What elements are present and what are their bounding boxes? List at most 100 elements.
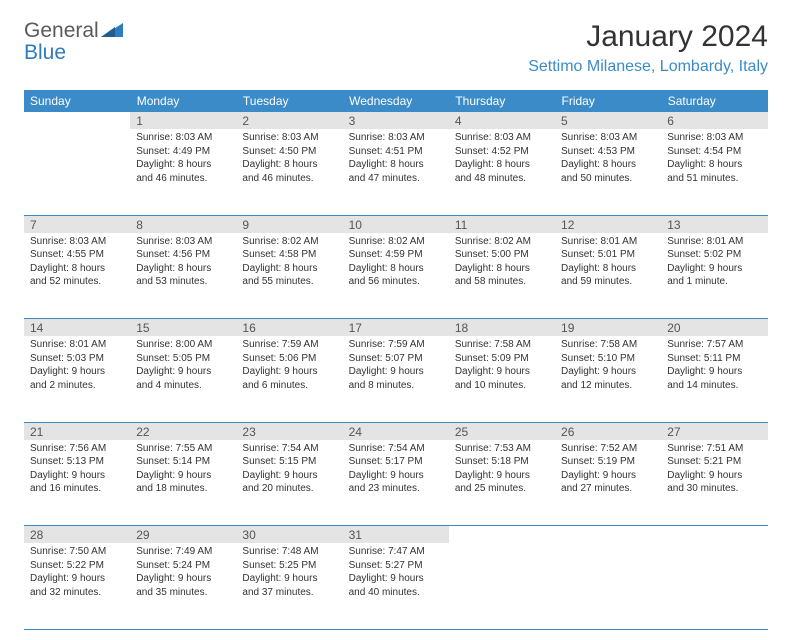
sunset-line: Sunset: 4:58 PM bbox=[242, 248, 336, 262]
day-content-cell: Sunrise: 8:03 AMSunset: 4:50 PMDaylight:… bbox=[236, 129, 342, 215]
day-content-cell: Sunrise: 8:03 AMSunset: 4:54 PMDaylight:… bbox=[661, 129, 767, 215]
daylight-line: Daylight: 9 hours and 32 minutes. bbox=[30, 572, 124, 599]
day-detail: Sunrise: 8:03 AMSunset: 4:50 PMDaylight:… bbox=[236, 129, 342, 191]
day-number: 9 bbox=[236, 216, 342, 233]
weekday-header: Tuesday bbox=[236, 90, 342, 112]
day-detail: Sunrise: 7:54 AMSunset: 5:15 PMDaylight:… bbox=[236, 440, 342, 502]
sunset-line: Sunset: 5:11 PM bbox=[667, 352, 761, 366]
day-content-cell: Sunrise: 7:47 AMSunset: 5:27 PMDaylight:… bbox=[343, 543, 449, 629]
sunrise-line: Sunrise: 7:56 AM bbox=[30, 442, 124, 456]
day-detail: Sunrise: 8:03 AMSunset: 4:56 PMDaylight:… bbox=[130, 233, 236, 295]
sunrise-line: Sunrise: 8:03 AM bbox=[667, 131, 761, 145]
sunset-line: Sunset: 5:10 PM bbox=[561, 352, 655, 366]
weekday-header: Thursday bbox=[449, 90, 555, 112]
day-content-cell bbox=[661, 543, 767, 629]
day-number-cell: 26 bbox=[555, 422, 661, 440]
sunset-line: Sunset: 5:22 PM bbox=[30, 559, 124, 573]
day-number-cell: 15 bbox=[130, 319, 236, 337]
sunset-line: Sunset: 4:55 PM bbox=[30, 248, 124, 262]
daylight-line: Daylight: 9 hours and 30 minutes. bbox=[667, 469, 761, 496]
sunrise-line: Sunrise: 8:03 AM bbox=[561, 131, 655, 145]
day-content-cell: Sunrise: 8:03 AMSunset: 4:56 PMDaylight:… bbox=[130, 233, 236, 319]
day-number: 10 bbox=[343, 216, 449, 233]
day-number-cell: 1 bbox=[130, 112, 236, 129]
day-detail: Sunrise: 8:00 AMSunset: 5:05 PMDaylight:… bbox=[130, 336, 236, 398]
sunrise-line: Sunrise: 8:02 AM bbox=[455, 235, 549, 249]
daylight-line: Daylight: 9 hours and 4 minutes. bbox=[136, 365, 230, 392]
day-detail: Sunrise: 7:54 AMSunset: 5:17 PMDaylight:… bbox=[343, 440, 449, 502]
sunrise-line: Sunrise: 8:01 AM bbox=[30, 338, 124, 352]
day-number-cell: 20 bbox=[661, 319, 767, 337]
sunset-line: Sunset: 4:56 PM bbox=[136, 248, 230, 262]
brand-word-2: Blue bbox=[24, 42, 123, 63]
location: Settimo Milanese, Lombardy, Italy bbox=[528, 58, 768, 76]
sunrise-line: Sunrise: 7:55 AM bbox=[136, 442, 230, 456]
day-detail: Sunrise: 7:58 AMSunset: 5:10 PMDaylight:… bbox=[555, 336, 661, 398]
day-number: 21 bbox=[24, 423, 130, 440]
daylight-line: Daylight: 9 hours and 20 minutes. bbox=[242, 469, 336, 496]
daylight-line: Daylight: 9 hours and 37 minutes. bbox=[242, 572, 336, 599]
day-detail: Sunrise: 8:03 AMSunset: 4:52 PMDaylight:… bbox=[449, 129, 555, 191]
daylight-line: Daylight: 8 hours and 47 minutes. bbox=[349, 158, 443, 185]
day-detail: Sunrise: 7:53 AMSunset: 5:18 PMDaylight:… bbox=[449, 440, 555, 502]
day-number-cell: 10 bbox=[343, 215, 449, 233]
sunrise-line: Sunrise: 8:03 AM bbox=[136, 235, 230, 249]
day-detail: Sunrise: 8:01 AMSunset: 5:03 PMDaylight:… bbox=[24, 336, 130, 398]
sunrise-line: Sunrise: 7:48 AM bbox=[242, 545, 336, 559]
day-content-cell: Sunrise: 7:55 AMSunset: 5:14 PMDaylight:… bbox=[130, 440, 236, 526]
day-content-cell: Sunrise: 7:57 AMSunset: 5:11 PMDaylight:… bbox=[661, 336, 767, 422]
day-detail: Sunrise: 8:03 AMSunset: 4:53 PMDaylight:… bbox=[555, 129, 661, 191]
sunrise-line: Sunrise: 8:00 AM bbox=[136, 338, 230, 352]
sunset-line: Sunset: 5:15 PM bbox=[242, 455, 336, 469]
day-content-cell: Sunrise: 8:02 AMSunset: 4:59 PMDaylight:… bbox=[343, 233, 449, 319]
sunset-line: Sunset: 4:49 PM bbox=[136, 145, 230, 159]
day-detail: Sunrise: 8:02 AMSunset: 5:00 PMDaylight:… bbox=[449, 233, 555, 295]
day-content-cell: Sunrise: 7:52 AMSunset: 5:19 PMDaylight:… bbox=[555, 440, 661, 526]
day-content-cell: Sunrise: 8:01 AMSunset: 5:03 PMDaylight:… bbox=[24, 336, 130, 422]
sunset-line: Sunset: 5:14 PM bbox=[136, 455, 230, 469]
sunset-line: Sunset: 5:05 PM bbox=[136, 352, 230, 366]
day-number: 31 bbox=[343, 526, 449, 543]
day-detail: Sunrise: 7:50 AMSunset: 5:22 PMDaylight:… bbox=[24, 543, 130, 605]
sunrise-line: Sunrise: 7:49 AM bbox=[136, 545, 230, 559]
daylight-line: Daylight: 8 hours and 51 minutes. bbox=[667, 158, 761, 185]
day-number-cell: 21 bbox=[24, 422, 130, 440]
day-content-cell: Sunrise: 7:53 AMSunset: 5:18 PMDaylight:… bbox=[449, 440, 555, 526]
sunset-line: Sunset: 5:03 PM bbox=[30, 352, 124, 366]
day-number-cell: 14 bbox=[24, 319, 130, 337]
brand-word-1: General bbox=[24, 19, 99, 42]
day-detail: Sunrise: 7:48 AMSunset: 5:25 PMDaylight:… bbox=[236, 543, 342, 605]
sunrise-line: Sunrise: 7:50 AM bbox=[30, 545, 124, 559]
day-number-cell: 7 bbox=[24, 215, 130, 233]
day-detail: Sunrise: 7:47 AMSunset: 5:27 PMDaylight:… bbox=[343, 543, 449, 605]
day-number-cell: 12 bbox=[555, 215, 661, 233]
sunrise-line: Sunrise: 8:02 AM bbox=[349, 235, 443, 249]
sunrise-line: Sunrise: 8:02 AM bbox=[242, 235, 336, 249]
daylight-line: Daylight: 9 hours and 12 minutes. bbox=[561, 365, 655, 392]
daylight-line: Daylight: 8 hours and 55 minutes. bbox=[242, 262, 336, 289]
sunrise-line: Sunrise: 7:54 AM bbox=[349, 442, 443, 456]
sunset-line: Sunset: 4:52 PM bbox=[455, 145, 549, 159]
day-number: 26 bbox=[555, 423, 661, 440]
weekday-header: Wednesday bbox=[343, 90, 449, 112]
day-content-cell: Sunrise: 8:03 AMSunset: 4:53 PMDaylight:… bbox=[555, 129, 661, 215]
day-number: 19 bbox=[555, 319, 661, 336]
title-block: January 2024 Settimo Milanese, Lombardy,… bbox=[528, 20, 768, 76]
daylight-line: Daylight: 9 hours and 23 minutes. bbox=[349, 469, 443, 496]
daylight-line: Daylight: 8 hours and 58 minutes. bbox=[455, 262, 549, 289]
day-number-cell: 25 bbox=[449, 422, 555, 440]
day-content-cell: Sunrise: 7:59 AMSunset: 5:06 PMDaylight:… bbox=[236, 336, 342, 422]
day-number: 20 bbox=[661, 319, 767, 336]
day-content-row: Sunrise: 7:56 AMSunset: 5:13 PMDaylight:… bbox=[24, 440, 768, 526]
day-number-cell: 27 bbox=[661, 422, 767, 440]
month-title: January 2024 bbox=[528, 20, 768, 54]
day-content-cell: Sunrise: 7:49 AMSunset: 5:24 PMDaylight:… bbox=[130, 543, 236, 629]
day-number-cell: 5 bbox=[555, 112, 661, 129]
day-number: 3 bbox=[343, 112, 449, 129]
header: General Blue January 2024 Settimo Milane… bbox=[24, 20, 768, 76]
day-number: 7 bbox=[24, 216, 130, 233]
daylight-line: Daylight: 8 hours and 52 minutes. bbox=[30, 262, 124, 289]
day-number: 15 bbox=[130, 319, 236, 336]
daylight-line: Daylight: 9 hours and 18 minutes. bbox=[136, 469, 230, 496]
day-content-cell: Sunrise: 7:58 AMSunset: 5:10 PMDaylight:… bbox=[555, 336, 661, 422]
